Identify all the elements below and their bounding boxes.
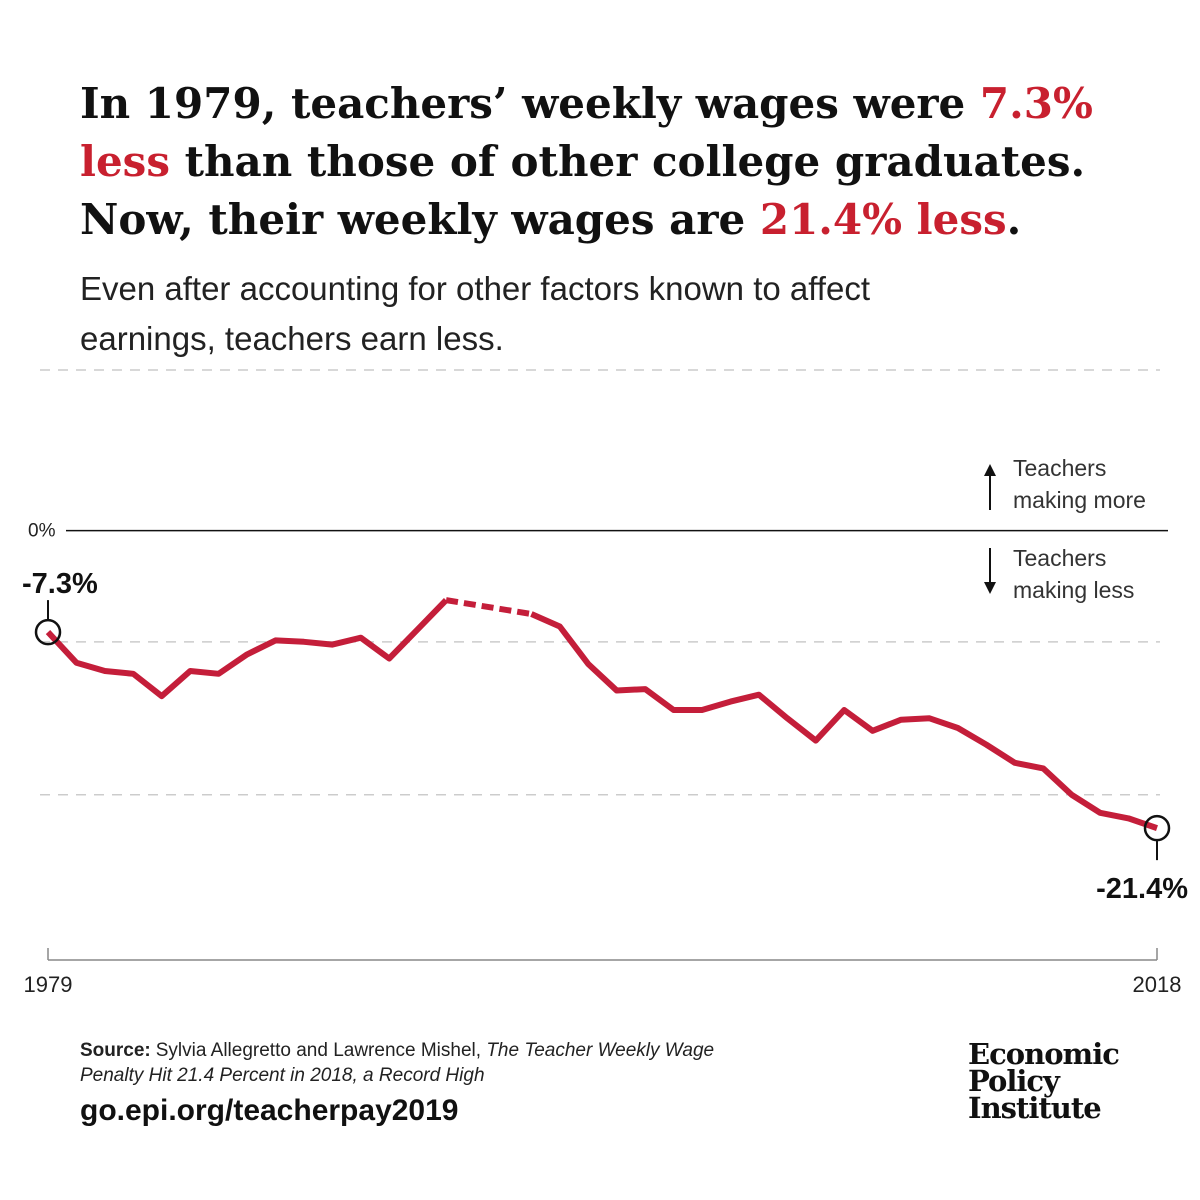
down-arrow (984, 548, 996, 594)
title-segment: . (1007, 195, 1022, 244)
direction-label: making more (1013, 487, 1146, 513)
title-line: In 1979, teachers’ weekly wages were 7.3… (80, 79, 1093, 128)
annotation-marker (1143, 814, 1171, 842)
direction-label: making less (1013, 577, 1134, 603)
subtitle: earnings, teachers earn less. (80, 320, 504, 357)
title-segment: 21.4% less (760, 195, 1007, 244)
x-tick-label: 1979 (24, 972, 73, 997)
gap-bridge (445, 597, 532, 617)
direction-label: Teachers (1013, 545, 1106, 571)
title-line: Now, their weekly wages are 21.4% less. (80, 195, 1021, 244)
title-segment: In 1979, teachers’ weekly wages were (80, 79, 980, 128)
source-title: The Teacher Weekly Wage (486, 1040, 714, 1061)
logo: Policy (968, 1064, 1061, 1098)
subtitle: Even after accounting for other factors … (80, 270, 870, 307)
source-title: Penalty Hit 21.4 Percent in 2018, a Reco… (80, 1065, 485, 1086)
source-label: Source: (80, 1040, 151, 1061)
annotation-label: -7.3% (22, 568, 98, 600)
logo: Economic (968, 1037, 1119, 1071)
title-line: less than those of other college graduat… (80, 137, 1085, 186)
annotation-label: -21.4% (1096, 873, 1188, 905)
source-authors: Sylvia Allegretto and Lawrence Mishel, (156, 1040, 487, 1061)
y-tick-label: 0% (28, 521, 56, 542)
title-segment: less (80, 137, 170, 186)
title-segment: Now, their weekly wages are (80, 195, 760, 244)
direction-label: Teachers (1013, 455, 1106, 481)
annotation-marker (34, 618, 62, 646)
title-segment: 7.3% (980, 79, 1093, 128)
x-tick-label: 2018 (1133, 972, 1182, 997)
title-segment: than those of other college graduates. (170, 137, 1085, 186)
data-line (45, 598, 449, 700)
logo: Institute (968, 1091, 1101, 1125)
up-arrow (984, 464, 996, 510)
source: Source: Sylvia Allegretto and Lawrence Mi… (80, 1040, 714, 1061)
url: go.epi.org/teacherpay2019 (80, 1094, 459, 1127)
data-line (530, 611, 1158, 831)
